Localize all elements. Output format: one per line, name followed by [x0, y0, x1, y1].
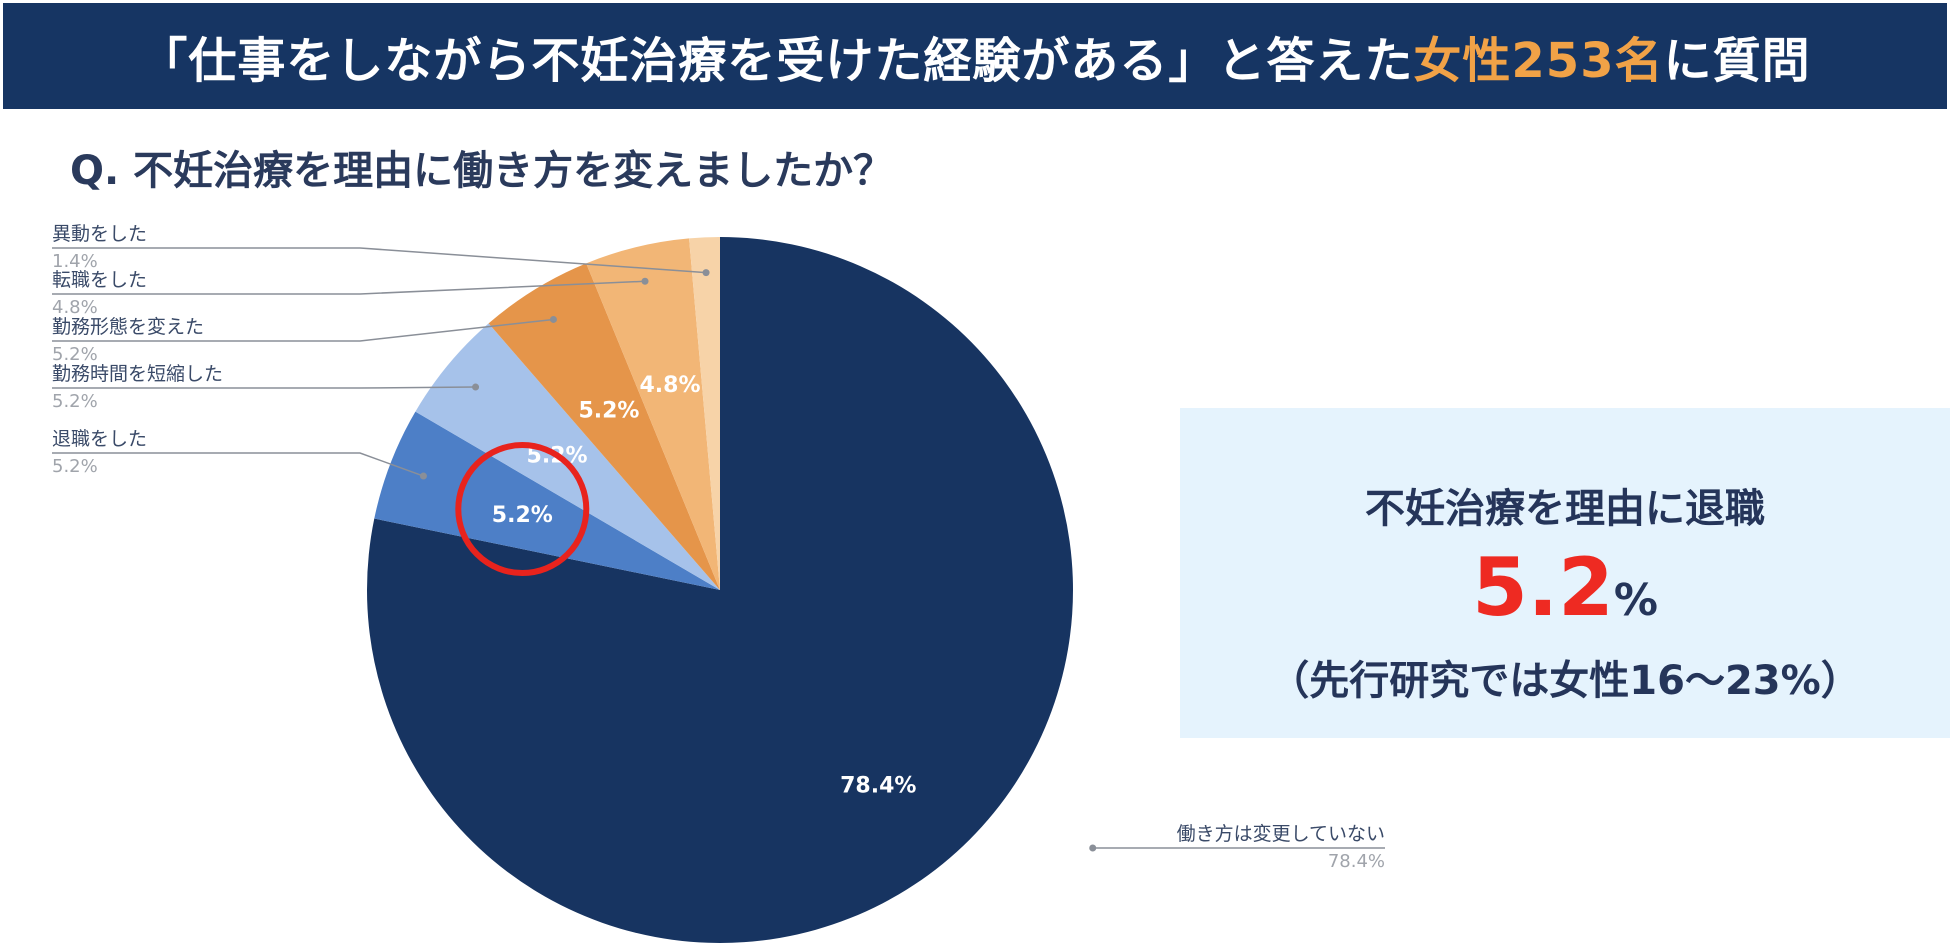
slice-category-label: 転職をした	[52, 269, 147, 291]
slice-category-label: 勤務形態を変えた	[52, 316, 204, 338]
title-prefix: 「仕事をしながら不妊治療を受けた経験がある」と答えた	[139, 33, 1414, 89]
title-highlight: 女性253名	[1413, 33, 1664, 89]
question-text: Q. 不妊治療を理由に働き方を変えましたか？	[70, 148, 894, 194]
slice-percent-label: 1.4%	[52, 251, 98, 272]
pie-slice	[689, 237, 720, 590]
slice-category-label: 勤務時間を短縮した	[52, 363, 223, 385]
slice-value-label: 5.2%	[492, 503, 553, 528]
result-note: （先行研究では女性16～23%）	[1269, 658, 1861, 704]
pie-slice	[374, 411, 720, 590]
highlight-circle	[455, 442, 590, 577]
slice-percent-label: 5.2%	[52, 456, 98, 477]
leader-line	[52, 280, 646, 295]
result-box: 不妊治療を理由に退職 5.2% （先行研究では女性16～23%）	[1180, 408, 1950, 738]
title-suffix: に質問	[1663, 33, 1811, 89]
leader-line	[52, 452, 424, 477]
pie-slice	[586, 238, 720, 591]
pie-slice	[415, 323, 720, 590]
slice-category-label: 働き方は変更していない	[1177, 823, 1385, 845]
slice-percent-label: 78.4%	[1328, 851, 1385, 872]
result-value-line: 5.2%	[1180, 548, 1950, 628]
slice-percent-label: 5.2%	[52, 391, 98, 412]
slice-category-label: 退職をした	[52, 428, 147, 450]
title-banner: 「仕事をしながら不妊治療を受けた経験がある」と答えた 女性253名 に質問	[3, 3, 1947, 109]
leader-line	[52, 318, 554, 342]
slice-value-label: 78.4%	[840, 773, 916, 798]
result-unit: %	[1613, 575, 1658, 626]
result-title: 不妊治療を理由に退職	[1365, 486, 1765, 532]
slice-category-label: 異動をした	[52, 223, 147, 245]
result-value: 5.2	[1472, 541, 1614, 634]
slice-percent-label: 5.2%	[52, 344, 98, 365]
pie-slice	[488, 263, 720, 590]
slice-percent-label: 4.8%	[52, 297, 98, 318]
slice-value-label: 5.2%	[578, 399, 639, 424]
leader-line	[52, 247, 707, 274]
slice-value-label: 4.8%	[639, 373, 700, 398]
leader-line	[52, 386, 476, 389]
